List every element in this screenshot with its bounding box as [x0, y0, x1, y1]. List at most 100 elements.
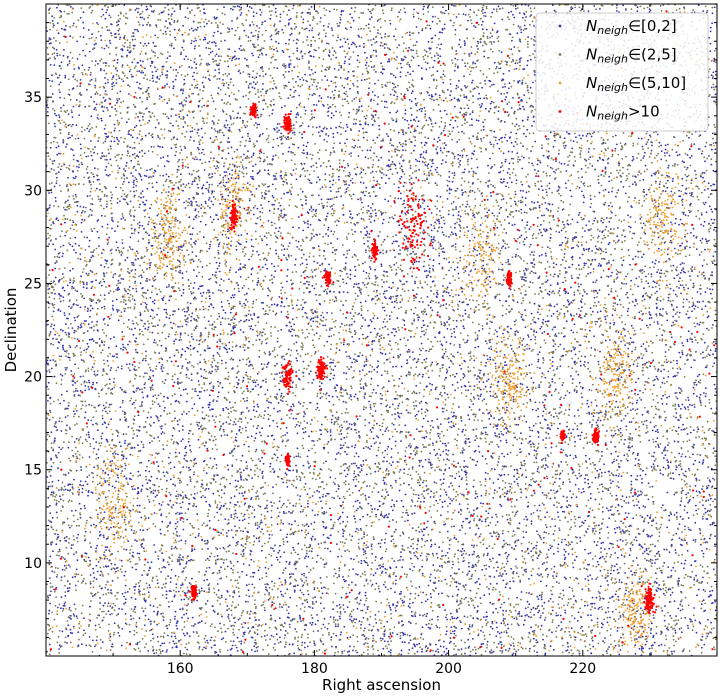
scatter-point [368, 233, 371, 235]
scatter-point [530, 484, 533, 487]
scatter-point [173, 618, 176, 620]
scatter-point [143, 624, 146, 627]
scatter-point [174, 78, 177, 81]
scatter-point [289, 17, 292, 20]
scatter-point [261, 472, 264, 475]
scatter-point [279, 13, 282, 16]
scatter-point [615, 143, 618, 146]
scatter-point [230, 244, 232, 247]
scatter-point [409, 606, 411, 609]
scatter-point [417, 358, 420, 361]
scatter-point [111, 307, 114, 310]
scatter-point [302, 360, 305, 363]
scatter-point [598, 191, 601, 194]
scatter-point [680, 468, 683, 471]
scatter-point [444, 554, 447, 557]
scatter-point [530, 328, 533, 330]
scatter-point [469, 113, 472, 115]
scatter-point [237, 540, 239, 543]
scatter-point [450, 632, 452, 635]
scatter-point [166, 160, 169, 162]
scatter-point [332, 136, 335, 139]
scatter-point [304, 557, 306, 560]
scatter-point [394, 328, 397, 331]
scatter-point [455, 372, 458, 375]
scatter-point [345, 463, 347, 465]
scatter-point [399, 338, 402, 341]
scatter-point [73, 615, 76, 617]
scatter-point [148, 119, 151, 122]
scatter-point [58, 83, 61, 86]
scatter-point [477, 375, 479, 378]
scatter-point [184, 494, 187, 497]
scatter-point [555, 169, 558, 171]
scatter-point [277, 42, 280, 45]
scatter-point [142, 71, 145, 74]
scatter-point [173, 10, 176, 13]
scatter-point [501, 263, 504, 266]
scatter-point [464, 65, 467, 67]
scatter-point [61, 630, 64, 633]
scatter-point [58, 152, 60, 155]
scatter-point [598, 592, 601, 594]
scatter-point [306, 275, 308, 278]
scatter-point [278, 549, 281, 552]
scatter-point [430, 95, 433, 98]
scatter-point [301, 262, 304, 265]
scatter-point [615, 563, 618, 566]
scatter-point [587, 563, 589, 566]
scatter-point [236, 516, 239, 519]
scatter-point [133, 299, 136, 302]
scatter-point [306, 151, 309, 154]
scatter-point [521, 196, 524, 199]
scatter-point [497, 5, 500, 8]
scatter-point [96, 220, 99, 222]
scatter-point [210, 200, 213, 203]
scatter-point [349, 277, 352, 280]
scatter-point [626, 310, 629, 313]
scatter-point [282, 595, 285, 598]
scatter-point [238, 290, 240, 293]
scatter-point [242, 397, 245, 400]
scatter-point [132, 333, 135, 336]
scatter-point [218, 71, 221, 74]
scatter-point [138, 504, 141, 507]
scatter-point [404, 11, 406, 14]
scatter-point [309, 54, 312, 57]
scatter-point [712, 255, 715, 258]
scatter-point [239, 319, 242, 322]
scatter-point [91, 338, 94, 340]
scatter-point [506, 623, 509, 626]
scatter-point [342, 10, 345, 12]
scatter-point [150, 561, 153, 563]
scatter-point [384, 33, 387, 35]
scatter-point [353, 515, 355, 518]
scatter-point [139, 529, 142, 531]
scatter-point [450, 426, 453, 429]
scatter-point [388, 406, 391, 408]
scatter-point [243, 302, 246, 305]
scatter-point [67, 472, 70, 474]
scatter-point [426, 558, 429, 560]
scatter-point [714, 141, 717, 144]
scatter-point [445, 303, 448, 305]
scatter-point [240, 475, 242, 478]
scatter-point [656, 321, 659, 323]
scatter-point [311, 601, 314, 603]
scatter-point [391, 242, 394, 245]
scatter-point [453, 155, 456, 158]
scatter-point [136, 137, 139, 139]
scatter-point [243, 513, 246, 516]
scatter-point [283, 358, 286, 361]
scatter-point [295, 178, 298, 181]
scatter-point [369, 10, 371, 13]
scatter-point [336, 238, 339, 240]
scatter-point [146, 98, 149, 101]
scatter-point [236, 650, 239, 652]
scatter-point [458, 100, 461, 102]
scatter-point [675, 217, 677, 220]
scatter-point [68, 617, 71, 619]
scatter-point [660, 643, 663, 646]
scatter-point [139, 282, 142, 285]
scatter-point [614, 134, 617, 137]
